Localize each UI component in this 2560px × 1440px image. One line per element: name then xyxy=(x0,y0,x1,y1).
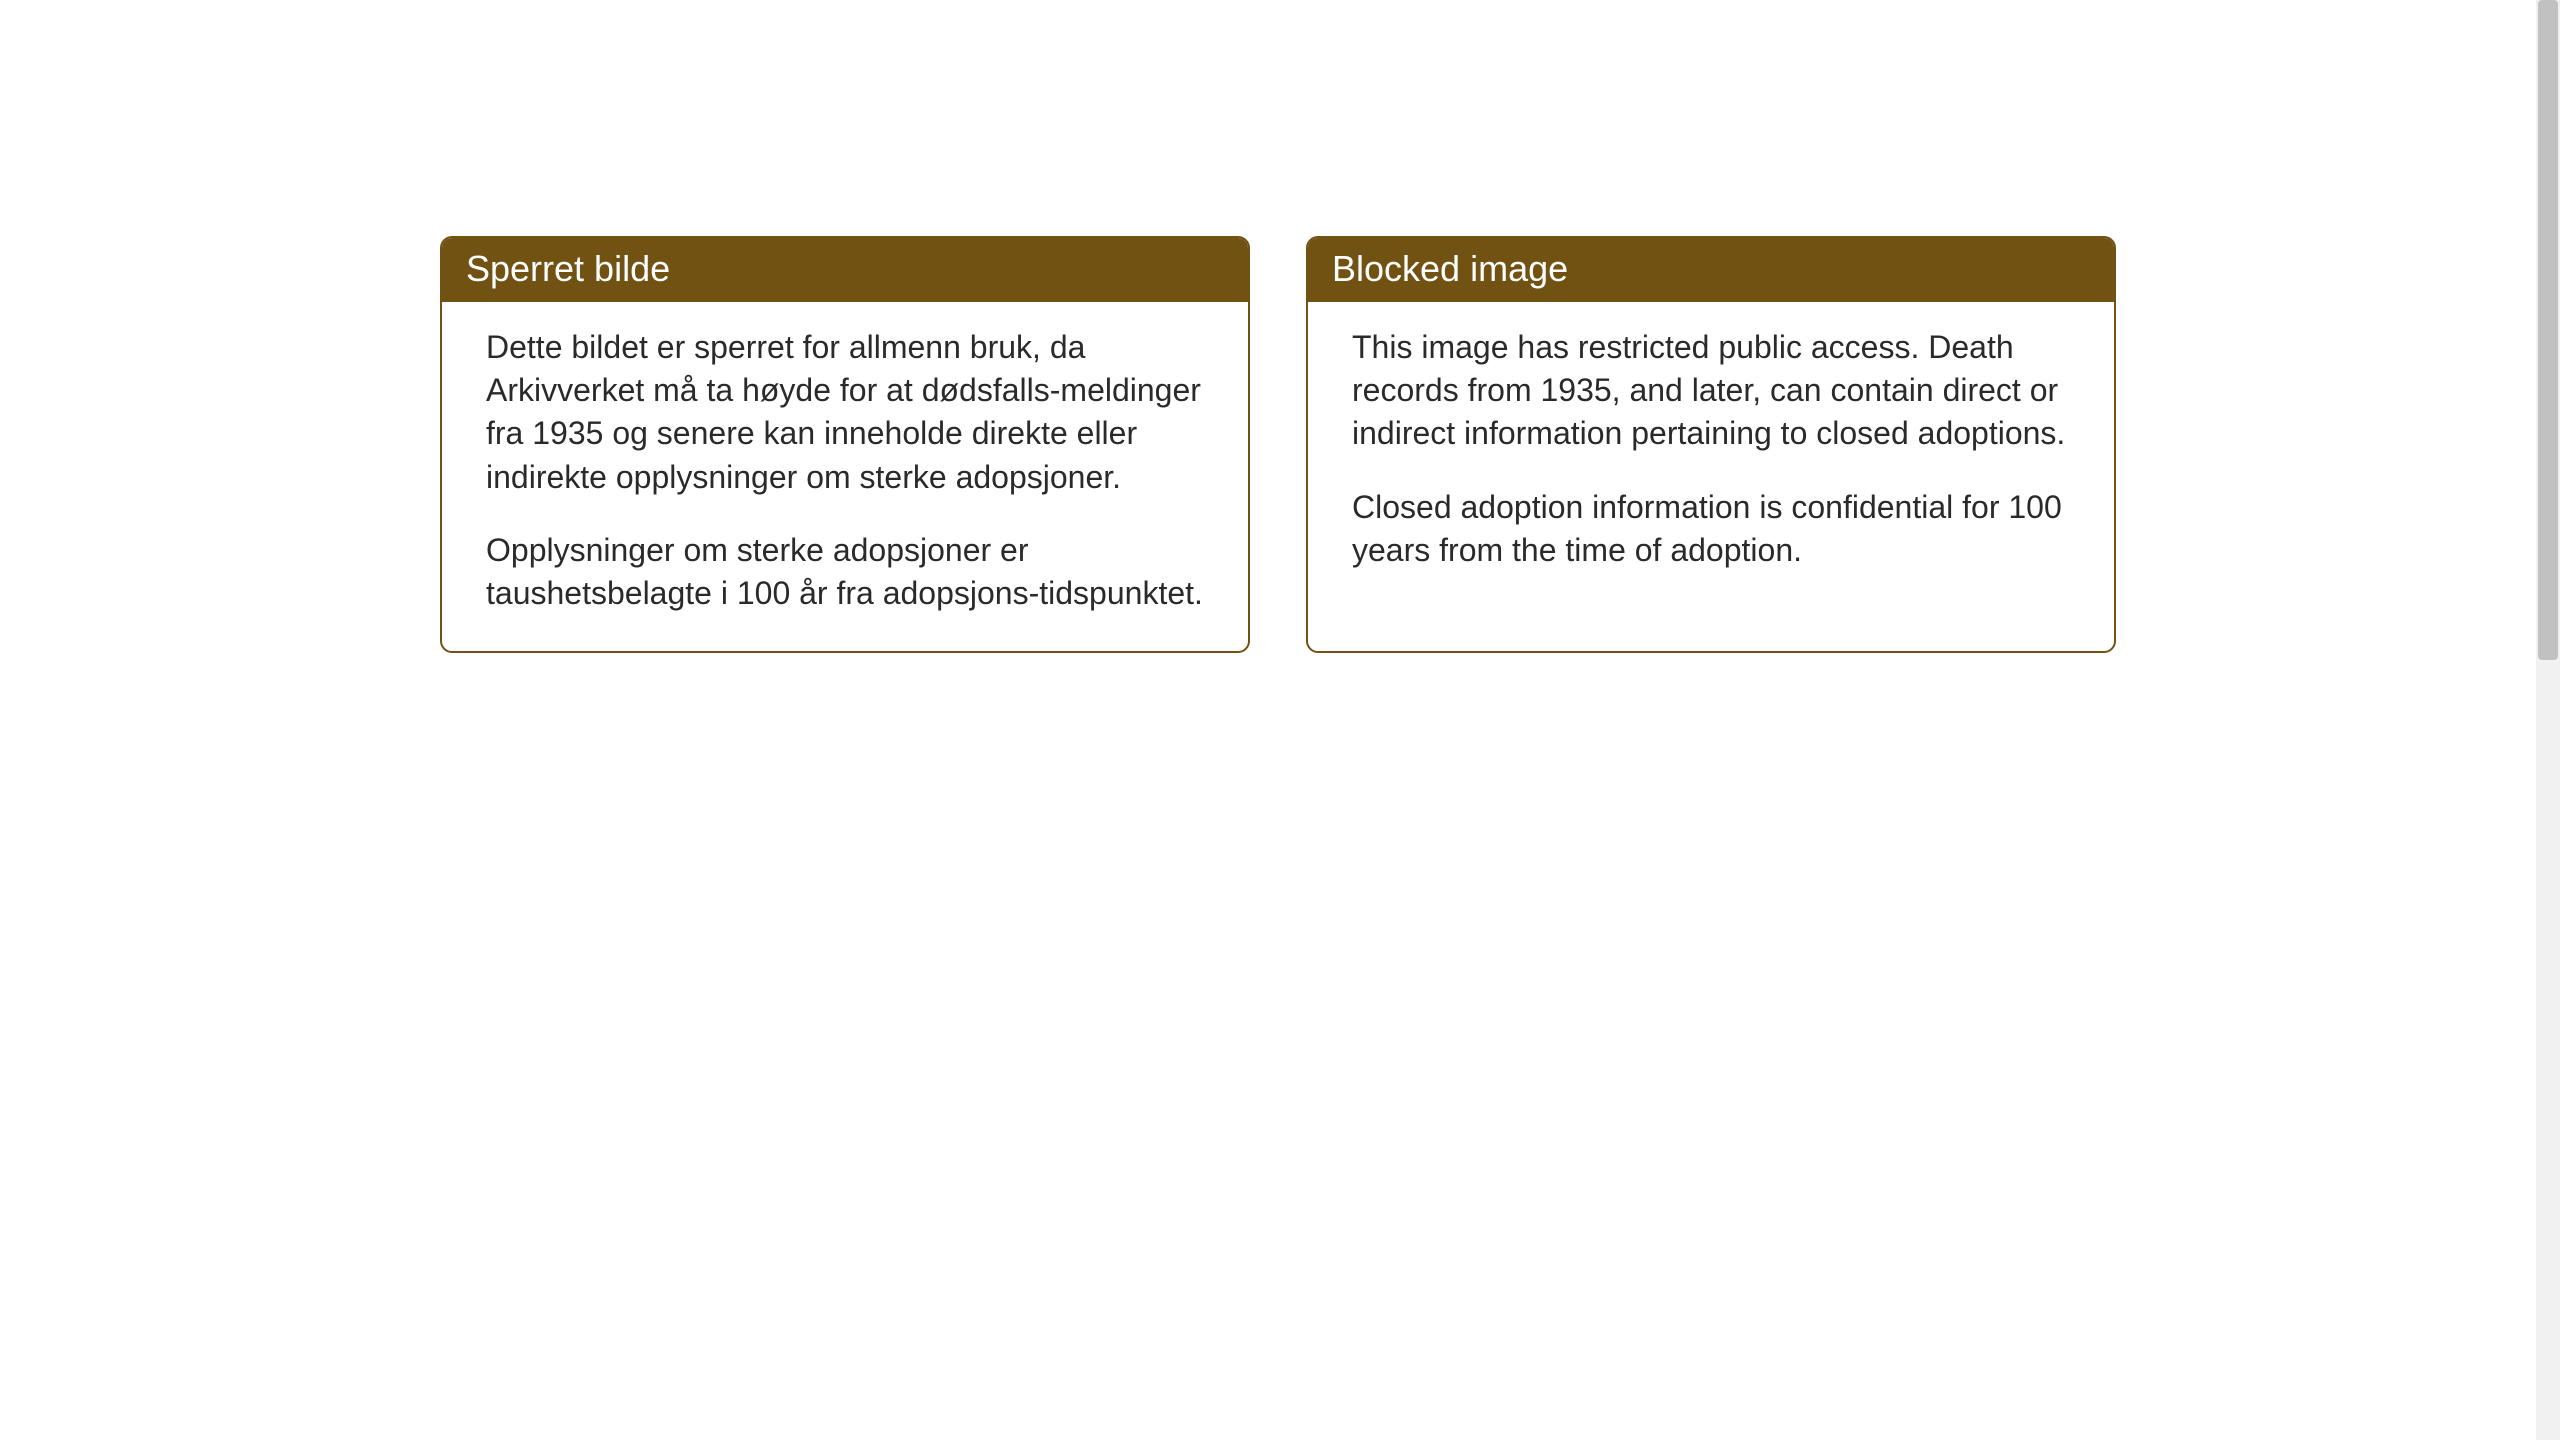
notice-paragraph-2-en: Closed adoption information is confident… xyxy=(1352,486,2070,572)
notice-paragraph-1-en: This image has restricted public access.… xyxy=(1352,326,2070,456)
vertical-scrollbar-track[interactable] xyxy=(2536,0,2560,1440)
vertical-scrollbar-thumb[interactable] xyxy=(2538,0,2558,660)
notice-body-english: This image has restricted public access.… xyxy=(1308,302,2114,608)
notice-box-english: Blocked image This image has restricted … xyxy=(1306,236,2116,653)
notice-container: Sperret bilde Dette bildet er sperret fo… xyxy=(440,236,2116,653)
notice-paragraph-1-no: Dette bildet er sperret for allmenn bruk… xyxy=(486,326,1204,499)
notice-box-norwegian: Sperret bilde Dette bildet er sperret fo… xyxy=(440,236,1250,653)
notice-header-english: Blocked image xyxy=(1308,238,2114,302)
notice-paragraph-2-no: Opplysninger om sterke adopsjoner er tau… xyxy=(486,529,1204,615)
notice-body-norwegian: Dette bildet er sperret for allmenn bruk… xyxy=(442,302,1248,651)
notice-header-norwegian: Sperret bilde xyxy=(442,238,1248,302)
